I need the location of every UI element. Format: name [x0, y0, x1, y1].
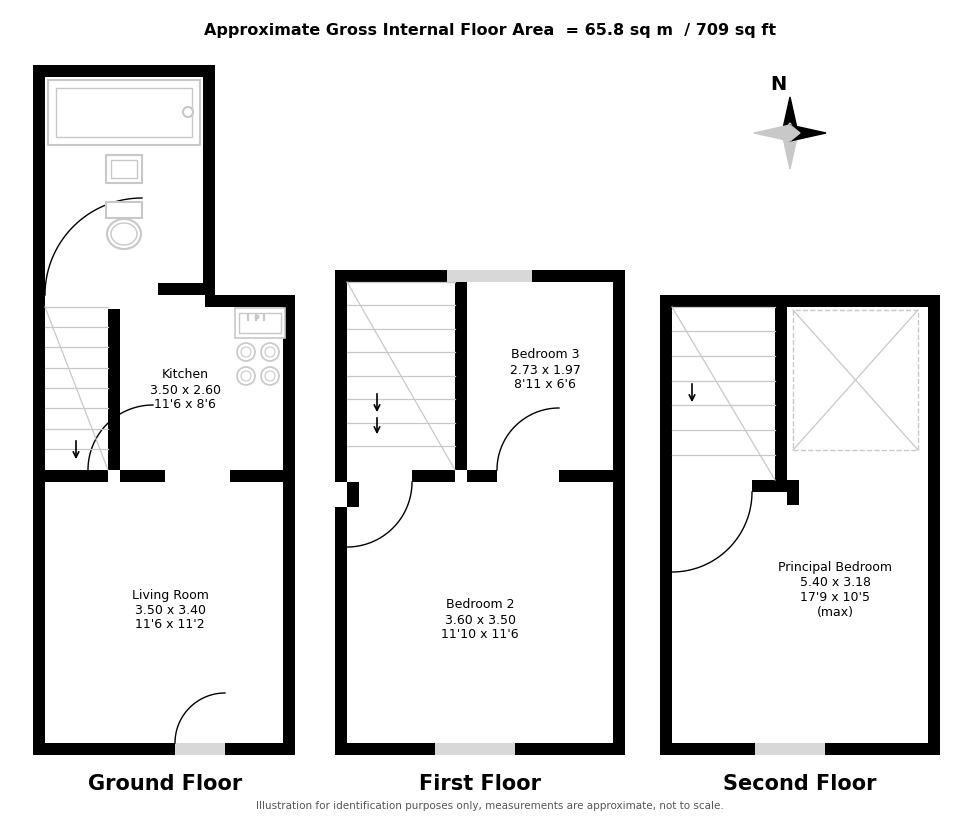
Bar — [559, 470, 613, 482]
Bar — [335, 270, 625, 282]
Circle shape — [183, 107, 193, 117]
Bar — [45, 283, 142, 309]
Bar — [793, 310, 918, 450]
Bar — [239, 313, 281, 333]
Bar — [455, 270, 467, 470]
Text: Illustration for identification purposes only, measurements are approximate, not: Illustration for identification purposes… — [256, 801, 724, 811]
Bar — [347, 470, 455, 482]
Bar — [106, 202, 142, 218]
Bar — [660, 295, 672, 755]
Bar — [33, 283, 130, 295]
Text: Kitchen
3.50 x 2.60
11'6 x 8'6: Kitchen 3.50 x 2.60 11'6 x 8'6 — [150, 369, 220, 411]
Bar — [33, 295, 295, 307]
Bar — [787, 480, 799, 505]
Polygon shape — [782, 97, 798, 143]
Circle shape — [237, 367, 255, 385]
Bar — [45, 470, 108, 482]
Text: Bedroom 3
2.73 x 1.97
8'11 x 6'6: Bedroom 3 2.73 x 1.97 8'11 x 6'6 — [510, 348, 580, 392]
Bar — [347, 482, 359, 507]
Bar — [120, 470, 165, 482]
Bar — [335, 482, 347, 507]
Bar — [335, 270, 347, 755]
Bar — [45, 77, 203, 283]
Polygon shape — [782, 123, 798, 169]
Bar — [447, 270, 532, 282]
Text: Ground Floor: Ground Floor — [88, 774, 242, 794]
Bar — [755, 743, 825, 755]
Circle shape — [261, 367, 279, 385]
Text: Approximate Gross Internal Floor Area  = 65.8 sq m  / 709 sq ft: Approximate Gross Internal Floor Area = … — [204, 23, 776, 38]
Bar — [613, 270, 625, 755]
Polygon shape — [754, 125, 800, 141]
Circle shape — [265, 371, 275, 381]
Bar — [45, 307, 283, 743]
Bar — [335, 743, 625, 755]
Bar — [33, 65, 45, 295]
Bar — [33, 65, 215, 77]
Bar — [672, 307, 928, 743]
Text: First Floor: First Floor — [419, 774, 541, 794]
Bar — [140, 295, 205, 307]
Bar — [283, 295, 295, 755]
Bar — [175, 743, 225, 755]
Bar — [33, 743, 295, 755]
Bar — [660, 743, 940, 755]
Bar — [347, 282, 613, 743]
Bar — [175, 743, 225, 755]
Bar — [775, 295, 787, 492]
Ellipse shape — [111, 223, 137, 245]
Bar — [230, 470, 283, 482]
Bar — [203, 65, 215, 283]
Circle shape — [241, 347, 251, 357]
Circle shape — [261, 343, 279, 361]
Ellipse shape — [107, 219, 141, 249]
Bar — [660, 295, 940, 307]
Bar — [347, 470, 412, 482]
Bar — [672, 480, 752, 492]
Text: Principal Bedroom
5.40 x 3.18
17'9 x 10'5
(max): Principal Bedroom 5.40 x 3.18 17'9 x 10'… — [778, 561, 892, 619]
Text: Second Floor: Second Floor — [723, 774, 877, 794]
Bar — [56, 88, 192, 137]
Bar — [928, 295, 940, 755]
Circle shape — [255, 314, 260, 320]
Bar — [111, 160, 137, 178]
Bar — [672, 480, 787, 492]
Bar — [48, 80, 200, 145]
Bar — [235, 308, 285, 338]
Bar — [467, 470, 497, 482]
Circle shape — [237, 343, 255, 361]
Text: Bedroom 2
3.60 x 3.50
11'10 x 11'6: Bedroom 2 3.60 x 3.50 11'10 x 11'6 — [441, 598, 518, 641]
Text: N: N — [770, 76, 786, 95]
Polygon shape — [780, 125, 826, 141]
Circle shape — [241, 371, 251, 381]
Bar — [435, 743, 515, 755]
Bar — [33, 295, 45, 755]
Bar — [158, 283, 215, 295]
Bar — [108, 307, 120, 470]
Circle shape — [265, 347, 275, 357]
Text: Living Room
3.50 x 3.40
11'6 x 11'2: Living Room 3.50 x 3.40 11'6 x 11'2 — [131, 588, 209, 632]
Bar — [106, 155, 142, 183]
